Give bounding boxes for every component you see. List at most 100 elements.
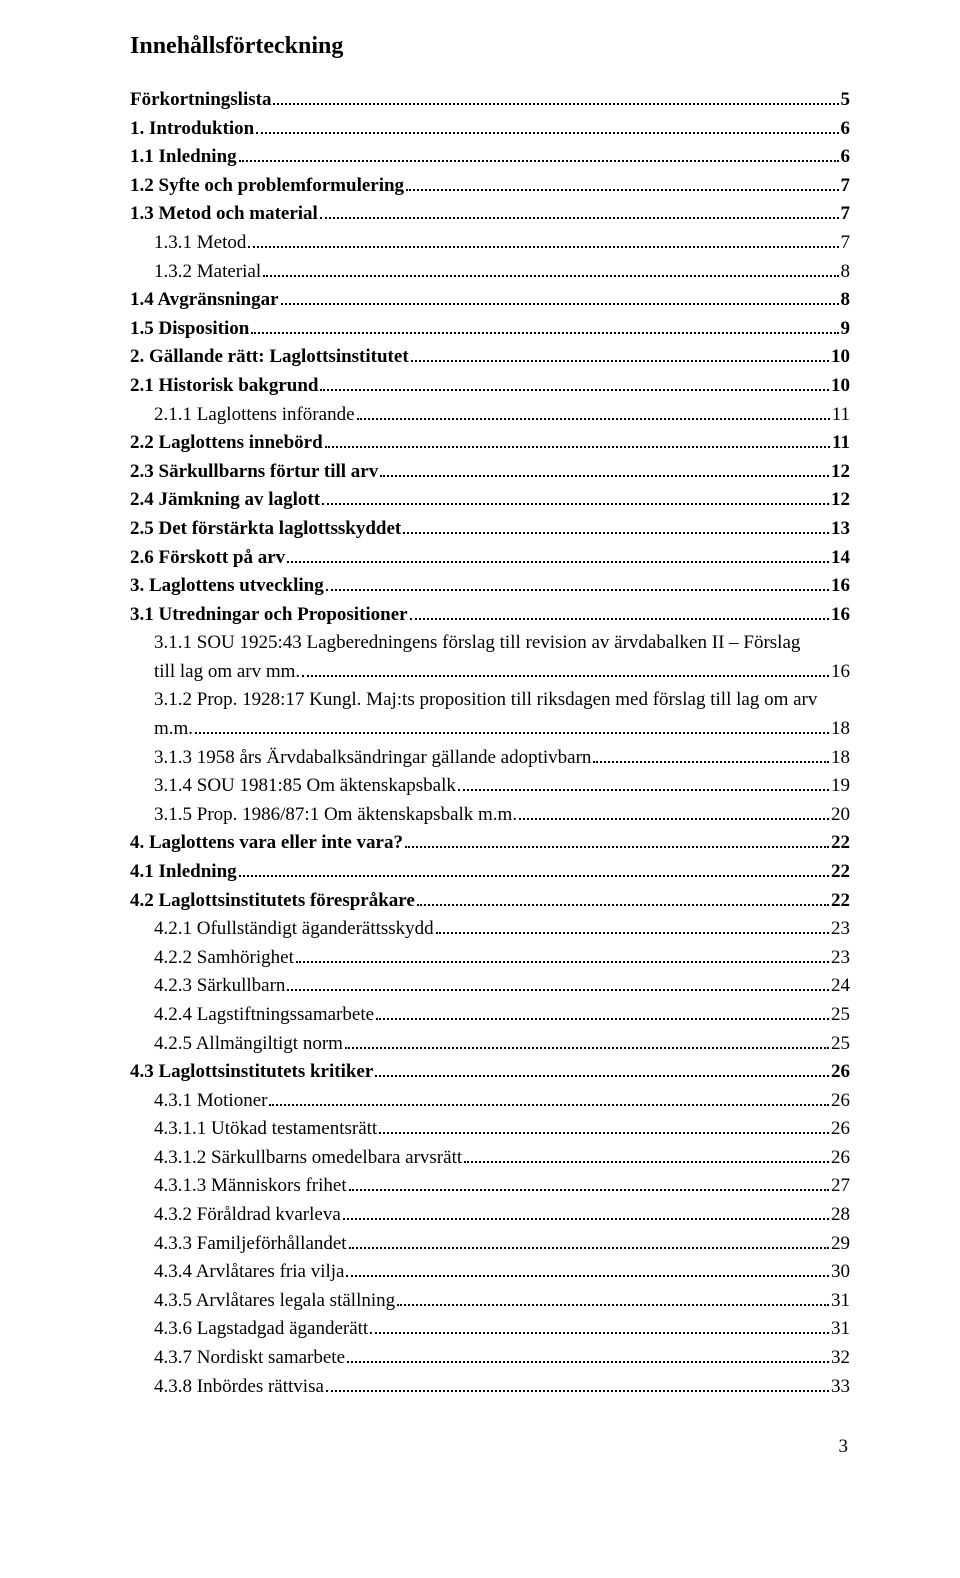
toc-leader-dots <box>326 1373 829 1392</box>
toc-label: 4.3.1.2 Särkullbarns omedelbara arvsrätt <box>154 1144 462 1173</box>
page-title: Innehållsförteckning <box>130 28 850 64</box>
toc-entry: 4.2.1 Ofullständigt äganderättsskydd23 <box>130 915 850 944</box>
toc-label: 4.3.5 Arvlåtares legala ställning <box>154 1287 395 1316</box>
toc-leader-dots <box>410 601 829 620</box>
toc-label: 2.6 Förskott på arv <box>130 544 285 573</box>
toc-entry: 3. Laglottens utveckling16 <box>130 572 850 601</box>
toc-label: 4. Laglottens vara eller inte vara? <box>130 829 403 858</box>
toc-entry: 3.1.3 1958 års Ärvdabalksändringar gälla… <box>130 743 850 772</box>
toc-entry-continuation: till lag om arv mm. 16 <box>130 658 850 687</box>
toc-page: 11 <box>832 401 850 430</box>
toc-label: 1.3.2 Material <box>154 258 261 287</box>
toc-entry: 4.2 Laglottsinstitutets förespråkare22 <box>130 886 850 915</box>
toc-page: 12 <box>831 486 850 515</box>
toc-entry: 2.1.1 Laglottens införande 11 <box>130 401 850 430</box>
toc-leader-dots <box>256 115 838 134</box>
toc-page: 26 <box>831 1144 850 1173</box>
toc-label: 4.3.3 Familjeförhållandet <box>154 1230 347 1259</box>
toc-entry: 3.1.5 Prop. 1986/87:1 Om äktenskapsbalk … <box>130 801 850 830</box>
toc-leader-dots <box>347 1344 829 1363</box>
toc-page: 30 <box>831 1258 850 1287</box>
toc-leader-dots <box>349 1230 829 1249</box>
toc-label: 2. Gällande rätt: Laglottsinstitutet <box>130 343 409 372</box>
toc-entry: 1.4 Avgränsningar8 <box>130 286 850 315</box>
toc-page: 26 <box>831 1115 850 1144</box>
toc-entry: 4.3.6 Lagstadgad äganderätt31 <box>130 1315 850 1344</box>
page-number: 3 <box>130 1433 850 1462</box>
toc-label: 4.3.1.3 Människors frihet <box>154 1172 347 1201</box>
toc-label: 1.3 Metod och material <box>130 200 318 229</box>
toc-entry: 4.3.4 Arvlåtares fria vilja 30 <box>130 1258 850 1287</box>
toc-leader-dots <box>302 658 829 677</box>
toc-leader-dots <box>379 1115 829 1134</box>
toc-entry: 4.3.3 Familjeförhållandet 29 <box>130 1230 850 1259</box>
table-of-contents: Förkortningslista51. Introduktion61.1 In… <box>130 86 850 1401</box>
toc-label: 1.1 Inledning <box>130 143 237 172</box>
toc-page: 6 <box>841 115 851 144</box>
toc-page: 12 <box>831 458 850 487</box>
toc-label: 4.3.4 Arvlåtares fria vilja <box>154 1258 344 1287</box>
toc-label: 4.2.5 Allmängiltigt norm <box>154 1030 343 1059</box>
toc-page: 19 <box>831 772 850 801</box>
toc-leader-dots <box>326 572 829 591</box>
toc-page: 24 <box>831 972 850 1001</box>
toc-label: Förkortningslista <box>130 86 271 115</box>
toc-entry: 4.3.1.2 Särkullbarns omedelbara arvsrätt… <box>130 1144 850 1173</box>
toc-leader-dots <box>343 1201 829 1220</box>
toc-label: 4.2.4 Lagstiftningssamarbete <box>154 1001 374 1030</box>
toc-label: 4.3 Laglottsinstitutets kritiker <box>130 1058 373 1087</box>
toc-label: 4.3.1 Motioner <box>154 1087 267 1116</box>
toc-leader-dots <box>322 486 829 505</box>
toc-label: 3.1.1 SOU 1925:43 Lagberedningens försla… <box>154 629 800 658</box>
toc-entry: 4.3 Laglottsinstitutets kritiker26 <box>130 1058 850 1087</box>
toc-leader-dots <box>239 143 839 162</box>
toc-label: 2.1 Historisk bakgrund <box>130 372 318 401</box>
toc-leader-dots <box>346 1258 829 1277</box>
toc-label: 3.1 Utredningar och Propositioner <box>130 601 408 630</box>
toc-page: 7 <box>841 200 851 229</box>
toc-label: 2.5 Det förstärkta laglottsskyddet <box>130 515 401 544</box>
toc-entry: 2.4 Jämkning av laglott 12 <box>130 486 850 515</box>
toc-label: 1.2 Syfte och problemformulering <box>130 172 404 201</box>
toc-entry: 4.2.4 Lagstiftningssamarbete25 <box>130 1001 850 1030</box>
toc-page: 26 <box>831 1087 850 1116</box>
toc-entry-continuation: m.m. 18 <box>130 715 850 744</box>
toc-leader-dots <box>325 429 830 448</box>
toc-label: 4.3.2 Föråldrad kvarleva <box>154 1201 341 1230</box>
toc-page: 6 <box>841 143 851 172</box>
toc-leader-dots <box>370 1315 829 1334</box>
toc-label: 1.5 Disposition <box>130 315 249 344</box>
toc-entry: 2.6 Förskott på arv14 <box>130 544 850 573</box>
toc-entry: 4.3.7 Nordiskt samarbete32 <box>130 1344 850 1373</box>
toc-leader-dots <box>281 286 839 305</box>
toc-page: 11 <box>832 429 850 458</box>
toc-label: 2.4 Jämkning av laglott <box>130 486 320 515</box>
toc-leader-dots <box>195 715 829 734</box>
toc-page: 10 <box>831 372 850 401</box>
toc-label: 4.3.8 Inbördes rättvisa <box>154 1373 324 1402</box>
toc-leader-dots <box>320 372 829 391</box>
toc-label: 2.1.1 Laglottens införande <box>154 401 355 430</box>
toc-leader-dots <box>375 1058 829 1077</box>
toc-leader-dots <box>519 801 829 820</box>
toc-entry: 4.2.5 Allmängiltigt norm25 <box>130 1029 850 1058</box>
toc-entry: 4.2.2 Samhörighet23 <box>130 944 850 973</box>
toc-entry: 2.1 Historisk bakgrund 10 <box>130 372 850 401</box>
toc-leader-dots <box>287 544 829 563</box>
toc-leader-dots <box>403 515 829 534</box>
toc-entry: 1.5 Disposition 9 <box>130 315 850 344</box>
toc-label: 4.2 Laglottsinstitutets förespråkare <box>130 887 415 916</box>
toc-page: 7 <box>841 172 851 201</box>
toc-label: 4.2.1 Ofullständigt äganderättsskydd <box>154 915 434 944</box>
toc-label: 2.2 Laglottens innebörd <box>130 429 323 458</box>
toc-page: 13 <box>831 515 850 544</box>
toc-leader-dots <box>376 1001 829 1020</box>
toc-page: 9 <box>841 315 851 344</box>
toc-page: 5 <box>841 86 851 115</box>
toc-page: 29 <box>831 1230 850 1259</box>
toc-entry: 3.1.4 SOU 1981:85 Om äktenskapsbalk19 <box>130 772 850 801</box>
toc-page: 8 <box>841 286 851 315</box>
toc-leader-dots <box>593 743 829 762</box>
toc-label: 4.3.1.1 Utökad testamentsrätt <box>154 1115 377 1144</box>
toc-label: 2.3 Särkullbarns förtur till arv <box>130 458 378 487</box>
